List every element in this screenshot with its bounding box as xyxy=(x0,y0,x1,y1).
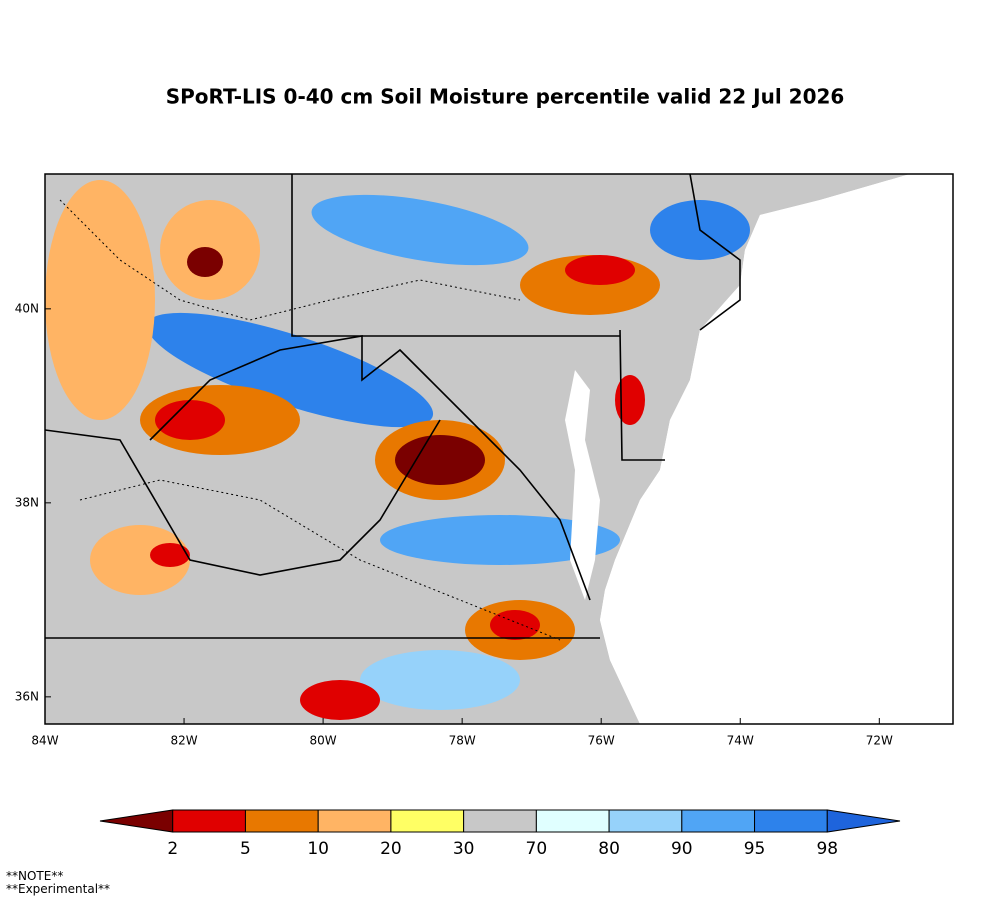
state-border xyxy=(149,335,591,601)
field-blob xyxy=(45,180,155,420)
field-blob xyxy=(311,194,529,266)
color-swatch xyxy=(244,809,319,833)
field-blob xyxy=(360,650,520,710)
color-swatch xyxy=(390,809,465,833)
colorbar-label: 95 xyxy=(744,839,766,859)
color-swatch xyxy=(608,809,683,833)
x-tick-label: 80W xyxy=(310,734,337,748)
x-tick-label: 76W xyxy=(588,734,615,748)
state-border xyxy=(689,174,741,331)
colorbar: 2 5 10 20 30 70 80 90 95 98 xyxy=(99,809,901,859)
color-swatch xyxy=(681,809,756,833)
colorbar-label: 70 xyxy=(526,839,548,859)
ocean xyxy=(600,174,953,724)
field-blob xyxy=(490,610,540,640)
field-blob xyxy=(150,543,190,567)
color-swatch xyxy=(463,809,537,833)
y-tick-label: 38N xyxy=(15,495,39,509)
colorbar-label: 2 xyxy=(167,839,178,859)
x-tick-label: 82W xyxy=(170,734,197,748)
field-blob xyxy=(187,247,223,277)
bay xyxy=(565,370,600,600)
color-swatch xyxy=(754,809,828,833)
colorbar-label: 98 xyxy=(816,839,838,859)
axes: 84W 82W 80W 78W 76W 74W 72W 36N 38N 40N xyxy=(15,301,893,747)
field-blob xyxy=(395,435,485,485)
colorbar-label: 10 xyxy=(307,839,329,859)
colorbar-label: 80 xyxy=(598,839,620,859)
x-tick-label: 78W xyxy=(449,734,476,748)
map-field xyxy=(45,174,953,724)
map-title: SPoRT-LIS 0-40 cm Soil Moisture percenti… xyxy=(166,85,845,109)
colorbar-label: 90 xyxy=(671,839,693,859)
field-blob xyxy=(90,525,190,595)
x-tick-label: 84W xyxy=(31,734,58,748)
color-swatch xyxy=(99,809,174,833)
color-swatch xyxy=(535,809,610,833)
state-border xyxy=(291,174,620,337)
notes: **NOTE****Experimental** xyxy=(6,869,110,896)
field-blob xyxy=(146,312,434,428)
map-frame xyxy=(44,173,954,725)
color-swatch xyxy=(826,809,901,833)
colorbar-label: 20 xyxy=(380,839,402,859)
field-blob xyxy=(300,680,380,720)
county-border xyxy=(79,479,561,641)
field-blob xyxy=(380,515,620,565)
colorbar-label: 5 xyxy=(240,839,251,859)
state-border xyxy=(619,329,665,461)
color-swatch xyxy=(317,809,392,833)
field-blob xyxy=(565,255,635,285)
field-blob xyxy=(615,375,645,425)
field-blob xyxy=(155,400,225,440)
state-border xyxy=(45,419,441,576)
note: **Experimental** xyxy=(6,882,110,896)
y-tick-label: 40N xyxy=(15,301,39,315)
colorbar-label: 30 xyxy=(453,839,475,859)
color-swatch xyxy=(172,809,246,833)
x-tick-label: 72W xyxy=(866,734,893,748)
note: **NOTE** xyxy=(6,869,63,883)
x-tick-label: 74W xyxy=(727,734,754,748)
y-tick-label: 36N xyxy=(15,689,39,703)
